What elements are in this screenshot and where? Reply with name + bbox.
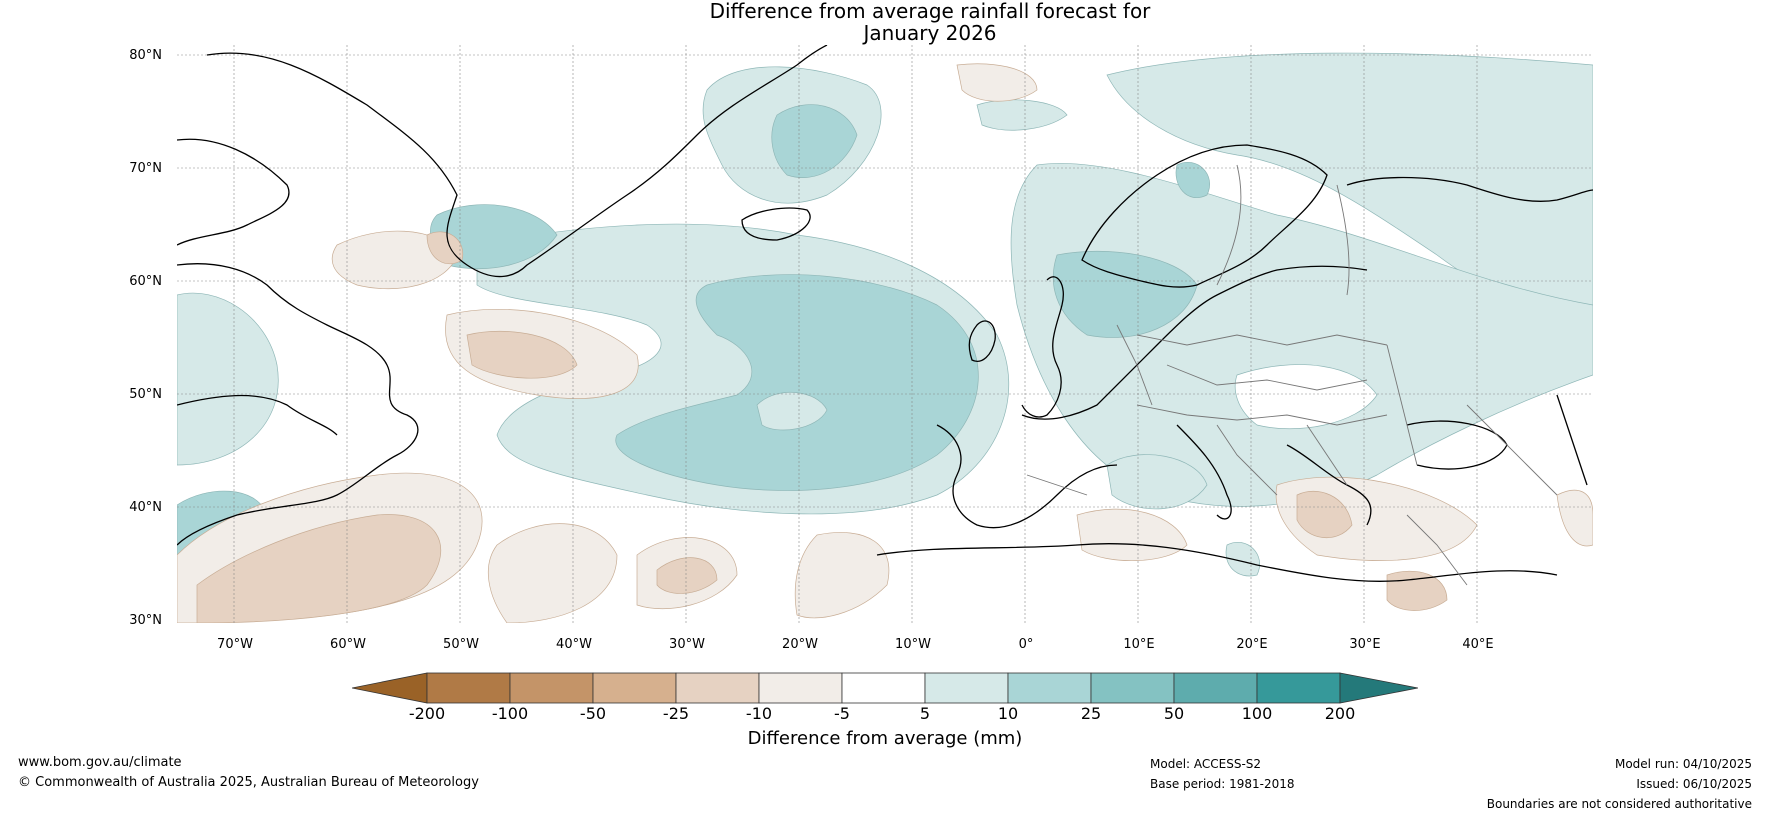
colorbar-tick: 100 [1241,704,1273,723]
lat-label-50n: 50°N [129,387,162,402]
lon-label-20w: 20°W [782,637,818,652]
colorbar-tick: 25 [1080,704,1102,723]
colorbar-extend-low [352,672,428,704]
lon-label-20e: 20°E [1236,637,1268,652]
lon-label-50w: 50°W [443,637,479,652]
colorbar-tick: 10 [997,704,1019,723]
colorbar-bin [426,672,511,704]
colorbar-bin [1007,672,1092,704]
footer-base-period: Base period: 1981-2018 [1150,777,1295,791]
colorbar-bin [592,672,677,704]
footer-website-link[interactable]: www.bom.gov.au/climate [18,755,182,770]
colorbar-tick: 50 [1163,704,1185,723]
colorbar-bin [509,672,594,704]
lon-label-10w: 10°W [895,637,931,652]
map-title-line-1: Difference from average rainfall forecas… [709,0,1151,23]
lon-label-30w: 30°W [669,637,705,652]
lat-label-30n: 30°N [129,613,162,628]
colorbar-bin [1256,672,1341,704]
lat-label-70n: 70°N [129,161,162,176]
footer-copyright: © Commonwealth of Australia 2025, Austra… [18,775,479,790]
lon-label-70w: 70°W [217,637,253,652]
colorbar-bin [1173,672,1258,704]
colorbar-tick: -25 [662,704,690,723]
lon-label-60w: 60°W [330,637,366,652]
lon-label-40e: 40°E [1462,637,1494,652]
lon-label-30e: 30°E [1349,637,1381,652]
graticule [177,45,1593,623]
colorbar-tick: 5 [919,704,931,723]
dry-anomaly-regions [177,63,1593,623]
colorbar-tick: -200 [408,704,446,723]
lat-label-60n: 60°N [129,274,162,289]
colorbar-extend-high [1339,672,1418,704]
colorbar [352,672,1418,704]
colorbar-tick: -10 [745,704,773,723]
footer-issued: Issued: 06/10/2025 [1636,777,1752,791]
colorbar-bin [1090,672,1175,704]
lat-label-80n: 80°N [129,48,162,63]
colorbar-bin [841,672,926,704]
colorbar-label: Difference from average (mm) [747,728,1023,749]
footer-model: Model: ACCESS-S2 [1150,757,1262,771]
rainfall-anomaly-map [177,45,1593,623]
lon-label-10e: 10°E [1123,637,1155,652]
colorbar-tick: -5 [834,704,850,723]
footer-disclaimer: Boundaries are not considered authoritat… [1486,797,1752,811]
colorbar-tick: -50 [579,704,607,723]
colorbar-bin [675,672,760,704]
country-borders [1026,164,1558,586]
map-canvas [177,45,1593,623]
colorbar-tick: 200 [1324,704,1356,723]
lon-label-40w: 40°W [556,637,592,652]
footer-model-run: Model run: 04/10/2025 [1614,757,1752,771]
colorbar-tick: -100 [491,704,529,723]
coastlines [177,45,1593,582]
map-title-line-2: January 2026 [863,21,997,45]
lat-label-40n: 40°N [129,500,162,515]
colorbar-bin [758,672,843,704]
colorbar-bin [924,672,1009,704]
lon-label-0: 0° [1018,637,1034,652]
